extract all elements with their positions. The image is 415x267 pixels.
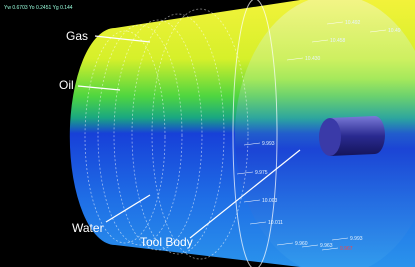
readout: Yw 0.6703 Yo 0.2451 Yg 0.144 xyxy=(4,5,73,11)
label-water: Water xyxy=(72,221,104,235)
depth-label: 9.963 xyxy=(320,243,333,249)
depth-label: 10.430 xyxy=(305,56,321,62)
depth-label: 9.993 xyxy=(262,141,275,147)
label-tool-body: Tool Body xyxy=(140,235,193,249)
label-oil: Oil xyxy=(59,78,74,92)
depth-label: 10.492 xyxy=(345,20,361,26)
depth-label: 10.011 xyxy=(268,220,283,226)
label-gas: Gas xyxy=(66,29,88,43)
tool-end xyxy=(319,118,341,156)
depth-label: 9.960 xyxy=(295,241,308,247)
depth-label: 10.458 xyxy=(330,38,346,44)
depth-label: 10.003 xyxy=(262,198,278,204)
depth-label: 9.993 xyxy=(350,236,363,242)
depth-label: 10.49 xyxy=(388,28,401,34)
depth-label: 9.967 xyxy=(340,246,353,252)
depth-label: 9.975 xyxy=(255,170,268,176)
scene: Yw 0.6703 Yo 0.2451 Yg 0.144 Gas Oil Wat… xyxy=(0,0,415,267)
